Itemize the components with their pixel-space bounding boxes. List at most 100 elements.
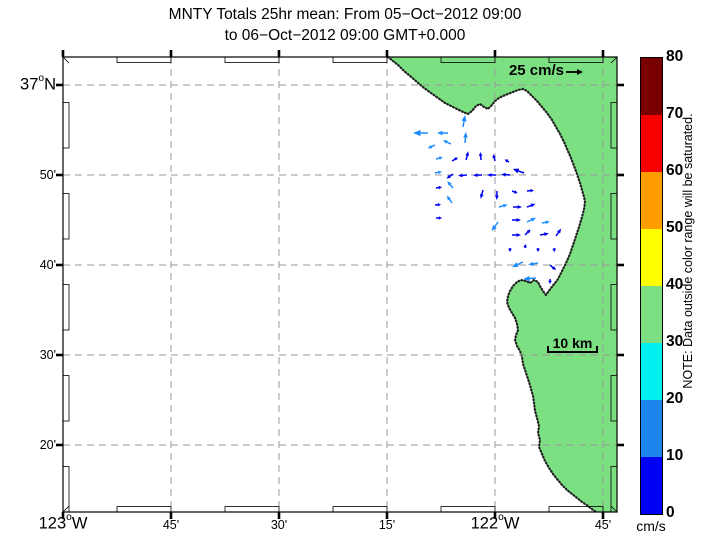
y-axis-tick-label: 30' [39,348,56,362]
title-line-2: to 06−Oct−2012 09:00 GMT+0.000 [224,27,466,44]
frame-corner [62,505,70,513]
current-vector [552,247,556,252]
frame-key-bottom [116,506,172,513]
current-vector [478,152,483,161]
current-vector [526,217,537,223]
x-axis-tick-label: 15' [378,518,396,532]
current-vector [451,157,459,162]
frame-key-left [62,284,70,331]
x-axis-tick-label: 45' [594,518,612,532]
x-axis-tick-label: 122oW [470,512,520,533]
current-vector [523,275,537,282]
frame-key-top [440,56,496,63]
colorbar-tick-label: 50 [666,219,684,236]
colorbar-segment [641,58,662,115]
frame-corner [610,505,618,513]
frame-key-left [62,193,70,240]
frame-key-bottom [548,506,604,513]
current-vector [446,173,454,179]
frame-key-right [610,375,618,422]
current-vector [511,190,518,194]
frame-key-right [610,193,618,240]
current-vector [549,264,557,271]
current-vector [526,203,536,208]
current-vector [539,232,549,237]
current-vector [427,144,436,149]
colorbar-tick-label: 0 [666,504,675,521]
current-vector [434,170,442,175]
current-vector [492,154,496,162]
colorbar-tick-label: 20 [666,390,684,407]
y-axis-tick-label: 37oN [20,73,56,94]
current-vector [498,204,508,208]
frame-key-right [610,284,618,331]
colorbar-segment [641,286,662,343]
current-vector [435,156,443,160]
current-vector [437,130,448,136]
current-vector [480,189,484,199]
current-vector [523,244,527,249]
colorbar [640,57,663,515]
frame-corner [62,56,70,64]
current-vector [487,173,496,177]
coastline-stipple [386,55,598,514]
colorbar-segment [641,343,662,400]
current-vector [512,168,525,174]
frame-key-left [62,466,70,513]
x-axis-tick-label: 30' [270,518,288,532]
colorbar-segment [641,115,662,172]
current-vector [442,140,452,145]
frame-corner [610,56,618,64]
x-axis-tick-label: 45' [162,518,180,532]
colorbar-tick-label: 30 [666,333,684,350]
colorbar-segment [641,229,662,286]
colorbar-segment [641,400,662,457]
frame-key-bottom [224,506,280,513]
title-line-1: MNTY Totals 25hr mean: From 05−Oct−2012 … [168,6,522,23]
current-vector [465,151,469,161]
current-vector [555,228,562,237]
land-area [388,57,617,512]
current-vector [473,173,483,178]
colorbar-note: NOTE: Data outside color range will be s… [681,113,695,389]
current-vector [461,115,467,128]
current-vector [541,220,550,225]
frame-key-bottom [332,506,388,513]
colorbar-units-label: cm/s [636,518,666,534]
frame-key-bottom [440,506,496,513]
frame-key-left [62,375,70,422]
current-vector [491,221,499,232]
vector-key-arrowhead [577,69,583,75]
y-axis-tick-label: 20' [39,438,56,452]
distance-scale-label: 10 km [552,335,593,351]
colorbar-segment [641,457,662,514]
current-vector [526,188,534,193]
current-vector [447,181,454,189]
y-axis-tick-label: 40' [39,258,56,272]
current-vector [508,248,512,252]
current-vector [548,279,552,284]
current-vector [494,190,499,200]
frame-key-top [548,56,604,63]
frame-key-top [224,56,280,63]
current-vector [536,248,540,252]
figure-title: MNTY Totals 25hr mean: From 05−Oct−2012 … [0,4,690,46]
x-axis-tick-label: 123oW [38,512,88,533]
frame-key-right [610,466,618,513]
current-vector [528,261,539,266]
frame-key-left [62,102,70,149]
current-vector [413,129,428,137]
vector-scale-label: 25 cm/s [508,62,564,79]
frame-key-top [116,56,172,63]
current-vector [434,202,441,207]
current-vector [435,185,442,190]
current-vector [501,172,511,177]
colorbar-tick-label: 10 [666,447,684,464]
colorbar-tick-label: 40 [666,276,684,293]
current-vector [512,261,524,268]
colorbar-tick-label: 70 [666,105,684,122]
current-vector [463,132,468,144]
current-vector [504,159,510,163]
